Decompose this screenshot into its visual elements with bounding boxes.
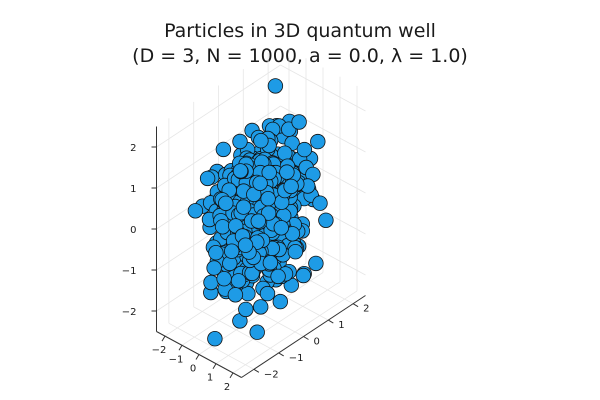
chart-title-line-2: (D = 3, N = 1000, a = 0.0, λ = 1.0): [132, 45, 468, 67]
particle-point: [235, 199, 252, 215]
particle-point: [277, 145, 293, 161]
y-tick-mark: [352, 303, 359, 308]
particle-point: [295, 267, 312, 284]
z-tick-label: −1: [122, 266, 137, 277]
particle-point: [279, 164, 295, 180]
particle-point: [253, 299, 269, 315]
particle-point: [187, 203, 204, 219]
grid-line: [156, 64, 281, 148]
particle-point: [227, 287, 244, 303]
particle-point: [207, 331, 223, 347]
particle-point: [272, 293, 289, 310]
particle-point: [199, 170, 216, 187]
particle-point: [230, 273, 247, 289]
y-tick-label: 0: [314, 337, 320, 348]
particle-point: [232, 133, 248, 150]
particle-point: [218, 195, 234, 212]
grid-line: [280, 64, 366, 112]
x-tick-mark: [178, 345, 183, 351]
z-tick-label: 1: [130, 184, 136, 195]
particle-point: [238, 301, 254, 318]
y-tick-mark: [303, 336, 309, 340]
particle-point: [206, 260, 222, 276]
particle-point: [259, 285, 276, 302]
chart-title-line-1: Particles in 3D quantum well: [164, 20, 436, 42]
particle-point: [253, 132, 269, 149]
y-tick-label: −2: [264, 369, 279, 380]
x-tick-label: 2: [224, 382, 230, 393]
grid-line: [280, 105, 366, 153]
x-tick-mark: [212, 363, 217, 369]
particle-point: [208, 244, 224, 261]
y-tick-label: −1: [289, 353, 304, 364]
z-tick-label: 2: [130, 143, 136, 154]
particle-point: [296, 141, 313, 158]
particle-point: [260, 190, 276, 207]
y-tick-mark: [328, 319, 334, 324]
y-tick-mark: [278, 352, 284, 357]
points-layer: [187, 78, 334, 347]
particle-point: [250, 213, 266, 229]
particle-point: [249, 324, 265, 340]
x-tick-label: 1: [207, 373, 213, 384]
particle-point: [203, 274, 219, 291]
particle-point: [214, 219, 231, 235]
particle-point: [223, 243, 240, 259]
particle-point: [267, 78, 284, 94]
particle-point: [312, 195, 328, 211]
axis-layer: [151, 126, 366, 379]
grid-line: [215, 281, 341, 365]
particle-point: [287, 243, 304, 260]
x-tick-mark: [161, 335, 166, 342]
y-tick-mark: [253, 368, 260, 373]
particle-point: [291, 114, 307, 130]
particle-point: [310, 133, 326, 150]
particle-point: [308, 255, 324, 272]
particle-point: [216, 271, 232, 287]
z-tick-label: −2: [122, 307, 137, 318]
particle-point: [270, 268, 286, 285]
x-tick-mark: [195, 354, 200, 360]
particle-point: [260, 205, 277, 221]
z-tick-label: 0: [130, 225, 136, 236]
particle-point: [273, 220, 290, 236]
x-tick-label: −1: [169, 354, 184, 365]
y-tick-label: 1: [338, 320, 344, 331]
particle-point: [262, 255, 279, 271]
particle-point: [252, 175, 268, 192]
x-tick-label: 0: [190, 364, 196, 375]
grid-line: [232, 290, 358, 374]
particle-point: [261, 164, 277, 181]
x-tick-label: −2: [152, 345, 167, 356]
particle-point: [215, 141, 232, 158]
particle-point: [283, 178, 299, 195]
y-tick-label: 2: [363, 304, 369, 315]
particle-point: [237, 237, 254, 253]
particle-point: [318, 212, 334, 229]
particle-point: [232, 163, 249, 179]
x-tick-mark: [229, 372, 234, 379]
